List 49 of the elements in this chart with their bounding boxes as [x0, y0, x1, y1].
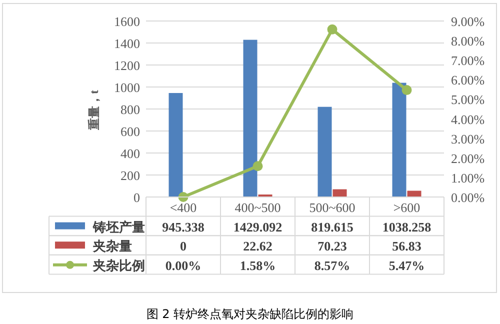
bar [407, 190, 422, 197]
y-axis-title: 重量，t [87, 90, 101, 131]
data-label: 945.338 [162, 219, 205, 234]
bar [243, 40, 258, 197]
data-label: 819.615 [311, 219, 354, 234]
y2-tick-label: 6.00% [451, 72, 485, 88]
y2-tick-label: 4.00% [451, 112, 485, 127]
bar [392, 82, 406, 197]
point [327, 24, 338, 34]
y2-tick-label: 8.00% [451, 34, 485, 49]
data-label: 70.23 [318, 238, 348, 254]
legend-label: 夹杂量 [93, 238, 132, 254]
data-label: 5.47% [388, 258, 425, 273]
y-tick-label: 200 [120, 168, 140, 183]
y-tick-label: 1400 [114, 36, 140, 51]
data-label: 1038.258 [382, 219, 432, 234]
x-tick-label: 500~600 [309, 200, 356, 215]
y-tick-label: 800 [120, 102, 140, 117]
y2-tick-label: 1.00% [451, 170, 485, 186]
y2-tick-label: 2.00% [451, 150, 485, 166]
y2-tick-label: 7.00% [451, 53, 485, 68]
caption: 图 2 转炉终点氧对夹杂缺陷比例的影响 [146, 307, 354, 321]
y-tick-label: 1000 [114, 80, 140, 95]
y-tick-label: 600 [120, 124, 140, 139]
y2-tick-label: 0.00% [451, 190, 485, 205]
y-tick-label: 1600 [114, 14, 140, 29]
bar [332, 189, 347, 197]
bar [318, 106, 332, 197]
data-label: 56.83 [392, 238, 422, 254]
data-label: 1.58% [240, 258, 276, 273]
y2-tick-label: 5.00% [451, 92, 485, 108]
data-label: 22.62 [243, 238, 272, 254]
data-label: 1429.092 [233, 219, 282, 234]
data-label: 0 [180, 238, 186, 254]
bar [168, 93, 183, 197]
y2-tick-label: 3.00% [451, 131, 485, 146]
data-label: 8.57% [314, 258, 350, 273]
point [402, 85, 412, 96]
y-tick-label: 1200 [114, 58, 140, 73]
y-tick-label: 0 [134, 190, 140, 205]
point [252, 161, 263, 172]
x-tick-label: >600 [393, 200, 420, 215]
y-tick-label: 400 [120, 146, 140, 161]
legend-label: 铸坯产量 [92, 219, 145, 234]
x-tick-label: <400 [170, 200, 197, 215]
y2-tick-label: 9.00% [451, 14, 485, 29]
x-tick-label: 400~500 [234, 200, 281, 215]
data-label: 0.00% [165, 258, 202, 273]
legend-label: 夹杂比例 [93, 258, 145, 273]
